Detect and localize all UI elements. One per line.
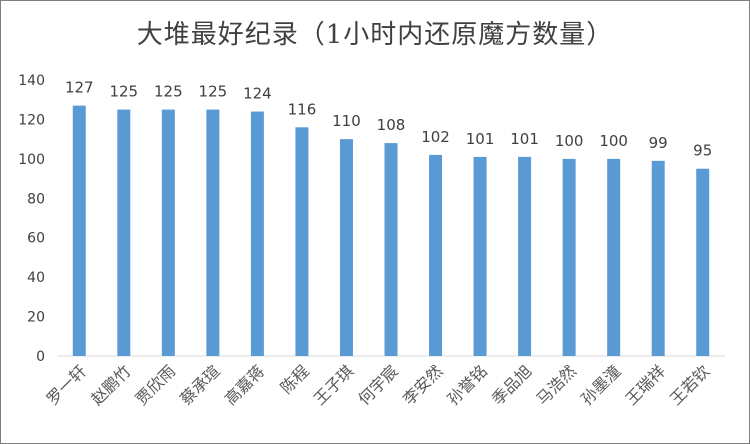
x-tick-label: 陈程 [277, 361, 313, 397]
y-tick-label: 0 [36, 349, 45, 365]
bar [429, 154, 443, 356]
x-tick-label: 赵鹏竹 [87, 361, 134, 408]
y-tick-label: 100 [18, 152, 45, 168]
bar [161, 109, 175, 356]
x-tick-label: 孙誉铭 [444, 361, 491, 408]
bar [562, 158, 576, 356]
y-tick-label: 20 [27, 310, 45, 326]
x-tick-label: 孙墨潼 [577, 361, 624, 408]
y-tick-label: 40 [27, 270, 45, 286]
bar [384, 143, 398, 356]
data-label: 100 [599, 132, 628, 150]
data-label: 99 [649, 134, 668, 152]
data-label: 101 [510, 130, 539, 148]
bar [295, 127, 309, 356]
x-tick-label: 蔡承瑄 [176, 361, 223, 408]
y-tick-label: 120 [18, 112, 45, 128]
chart-title: 大堆最好纪录（1小时内还原魔方数量） [136, 20, 614, 50]
y-tick-label: 140 [18, 73, 45, 89]
bar [72, 105, 86, 356]
data-labels-group: 127 125 125 125 124 116 110 108 102 101 101 100 100 9… [65, 79, 712, 160]
x-tick-label: 李安然 [399, 361, 446, 408]
bars-group [72, 105, 710, 357]
bar [651, 160, 665, 356]
bar [518, 156, 532, 356]
data-label: 95 [693, 142, 712, 160]
data-label: 125 [109, 83, 138, 101]
data-label: 110 [332, 112, 361, 130]
data-label: 125 [154, 83, 183, 101]
y-tick-label: 60 [27, 231, 45, 247]
x-tick-label: 罗一轩 [43, 361, 90, 408]
data-label: 100 [555, 132, 584, 150]
bar [473, 156, 487, 356]
data-label: 127 [65, 79, 94, 97]
y-axis-ticks: 0 20 40 60 80 100 120 140 [18, 73, 45, 365]
data-label: 101 [466, 130, 495, 148]
x-tick-label: 王若钦 [666, 361, 713, 408]
data-label: 116 [288, 100, 317, 118]
x-tick-label: 何宇宸 [354, 361, 401, 408]
x-tick-label: 贾欣雨 [132, 361, 179, 408]
x-tick-label: 季品旭 [488, 361, 535, 408]
x-tick-label: 马浩然 [533, 361, 580, 408]
data-label: 102 [421, 128, 450, 146]
data-label: 125 [199, 83, 228, 101]
bar [339, 139, 353, 356]
bar [607, 158, 621, 356]
x-tick-label: 高嘉蒋 [221, 361, 268, 408]
bar [206, 109, 220, 356]
x-tick-label: 王瑞祥 [622, 361, 669, 408]
bar [696, 168, 710, 356]
data-label: 108 [377, 116, 406, 134]
x-tick-label: 王子琪 [310, 361, 357, 408]
bar [117, 109, 131, 356]
data-label: 124 [243, 85, 272, 103]
y-tick-label: 80 [27, 191, 45, 207]
bar [250, 111, 264, 357]
